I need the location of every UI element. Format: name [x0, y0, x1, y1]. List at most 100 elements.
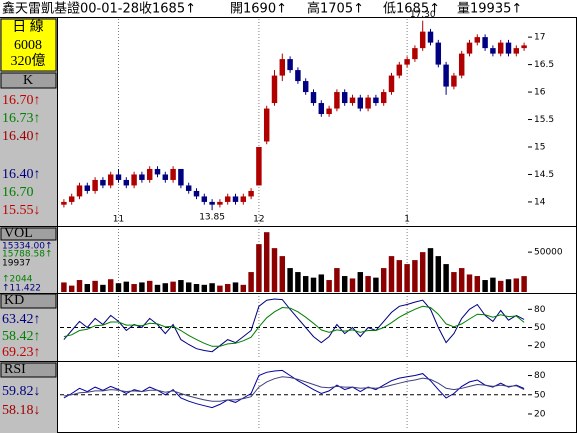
candle-body: [482, 37, 488, 49]
y-tick-label: 20: [534, 409, 546, 419]
volume-bar: [224, 284, 231, 292]
sidebar-value: ↑2044: [2, 275, 33, 285]
sidebar-value: 16.40↑: [2, 167, 41, 182]
sidebar-value: 16.70: [2, 185, 34, 200]
volume-bar: [435, 256, 442, 292]
vol-box: [0, 227, 57, 241]
volume-bar: [497, 280, 504, 292]
volume-bar: [209, 283, 215, 292]
low-label: 13.85: [199, 213, 225, 223]
header-field: 低1685↑: [383, 2, 440, 17]
volume-bar: [256, 244, 262, 292]
volume-bar: [61, 282, 67, 292]
volume-bar: [170, 281, 176, 292]
high-label: 17.30: [410, 10, 436, 20]
volume-bar: [271, 248, 278, 292]
volume-bar: [326, 280, 332, 292]
volume-bar: [248, 272, 254, 292]
volume-bar: [404, 264, 410, 292]
sidebar-value: 19937: [2, 259, 31, 269]
panel-label: KD: [4, 293, 24, 308]
volume-bar: [396, 260, 403, 292]
candle-body: [279, 59, 286, 76]
candle-body: [513, 48, 520, 54]
x-tick-label: 11: [113, 215, 124, 225]
candle-body: [224, 196, 231, 202]
candle-body: [170, 168, 176, 180]
y-tick-label: 20: [534, 341, 546, 351]
volume-bar: [412, 260, 418, 292]
candle-body: [146, 168, 153, 180]
candle-body: [232, 196, 239, 202]
volume-bar: [154, 284, 161, 292]
volume-bar: [100, 284, 106, 292]
candle-body: [388, 75, 395, 93]
volume-bar: [427, 248, 434, 292]
volume-bar: [185, 282, 192, 292]
sidebar-value: 16.40↑: [2, 129, 41, 144]
volume-bar: [193, 284, 200, 292]
candle-body: [209, 201, 215, 205]
volume-bar: [466, 274, 473, 292]
volume-bar: [263, 232, 270, 292]
volume-bar: [380, 268, 387, 292]
indicator-line: [63, 305, 525, 347]
candle-body: [474, 37, 481, 43]
volume-bar: [490, 277, 496, 292]
candle-body: [162, 174, 169, 180]
candle-body: [357, 97, 364, 109]
sidebar-value: 15.55↓: [2, 203, 41, 218]
volume-bar: [443, 264, 449, 292]
stock-info: 320億: [11, 53, 46, 69]
volume-bar: [76, 280, 83, 292]
y-tick-label: 14.5: [534, 170, 554, 180]
candle-body: [490, 48, 496, 54]
volume-bar: [505, 279, 512, 292]
candle-body: [201, 196, 208, 202]
header-field: 高1705↑: [307, 1, 364, 17]
volume-bar: [458, 268, 465, 292]
panel-label: K: [23, 73, 33, 88]
volume-bar: [68, 285, 75, 292]
candle-body: [341, 92, 348, 104]
volume-bar: [451, 272, 457, 292]
candle-body: [248, 190, 254, 197]
candle-body: [139, 174, 145, 180]
volume-bar: [357, 272, 364, 292]
sidebar-value: 15334.00↑: [2, 242, 52, 252]
volume-bar: [178, 280, 184, 292]
sidebar-value: 63.42↑: [2, 312, 41, 327]
candle-body: [61, 201, 67, 205]
volume-bar: [84, 284, 91, 292]
candle-body: [404, 59, 410, 65]
y-tick-label: 16.5: [534, 60, 554, 70]
volume-bar: [123, 281, 130, 292]
candle-body: [326, 108, 332, 115]
volume-bar: [232, 282, 239, 292]
k-box: [0, 72, 57, 89]
candle-body: [302, 81, 309, 93]
candle-body: [466, 42, 473, 54]
candle-body: [185, 185, 192, 191]
candle-body: [68, 196, 75, 202]
candle-body: [310, 92, 317, 104]
candle-body: [458, 53, 465, 76]
candle-body: [100, 179, 106, 186]
indicator-line: [63, 376, 525, 402]
rsi-box: [0, 362, 57, 378]
candle-body: [396, 64, 403, 76]
x-tick-label: 12: [253, 215, 264, 225]
volume-bar: [482, 280, 488, 292]
candle-body: [443, 64, 449, 87]
stock-info: 6008: [14, 38, 42, 53]
candle-body: [349, 97, 356, 104]
volume-bar: [217, 285, 223, 292]
stock-info: 日 線: [12, 19, 44, 35]
panel-label: VOL: [4, 226, 33, 241]
y-tick-label: 50: [534, 323, 546, 333]
candle-body: [505, 42, 512, 54]
candle-body: [76, 185, 83, 197]
candle-body: [154, 168, 161, 175]
